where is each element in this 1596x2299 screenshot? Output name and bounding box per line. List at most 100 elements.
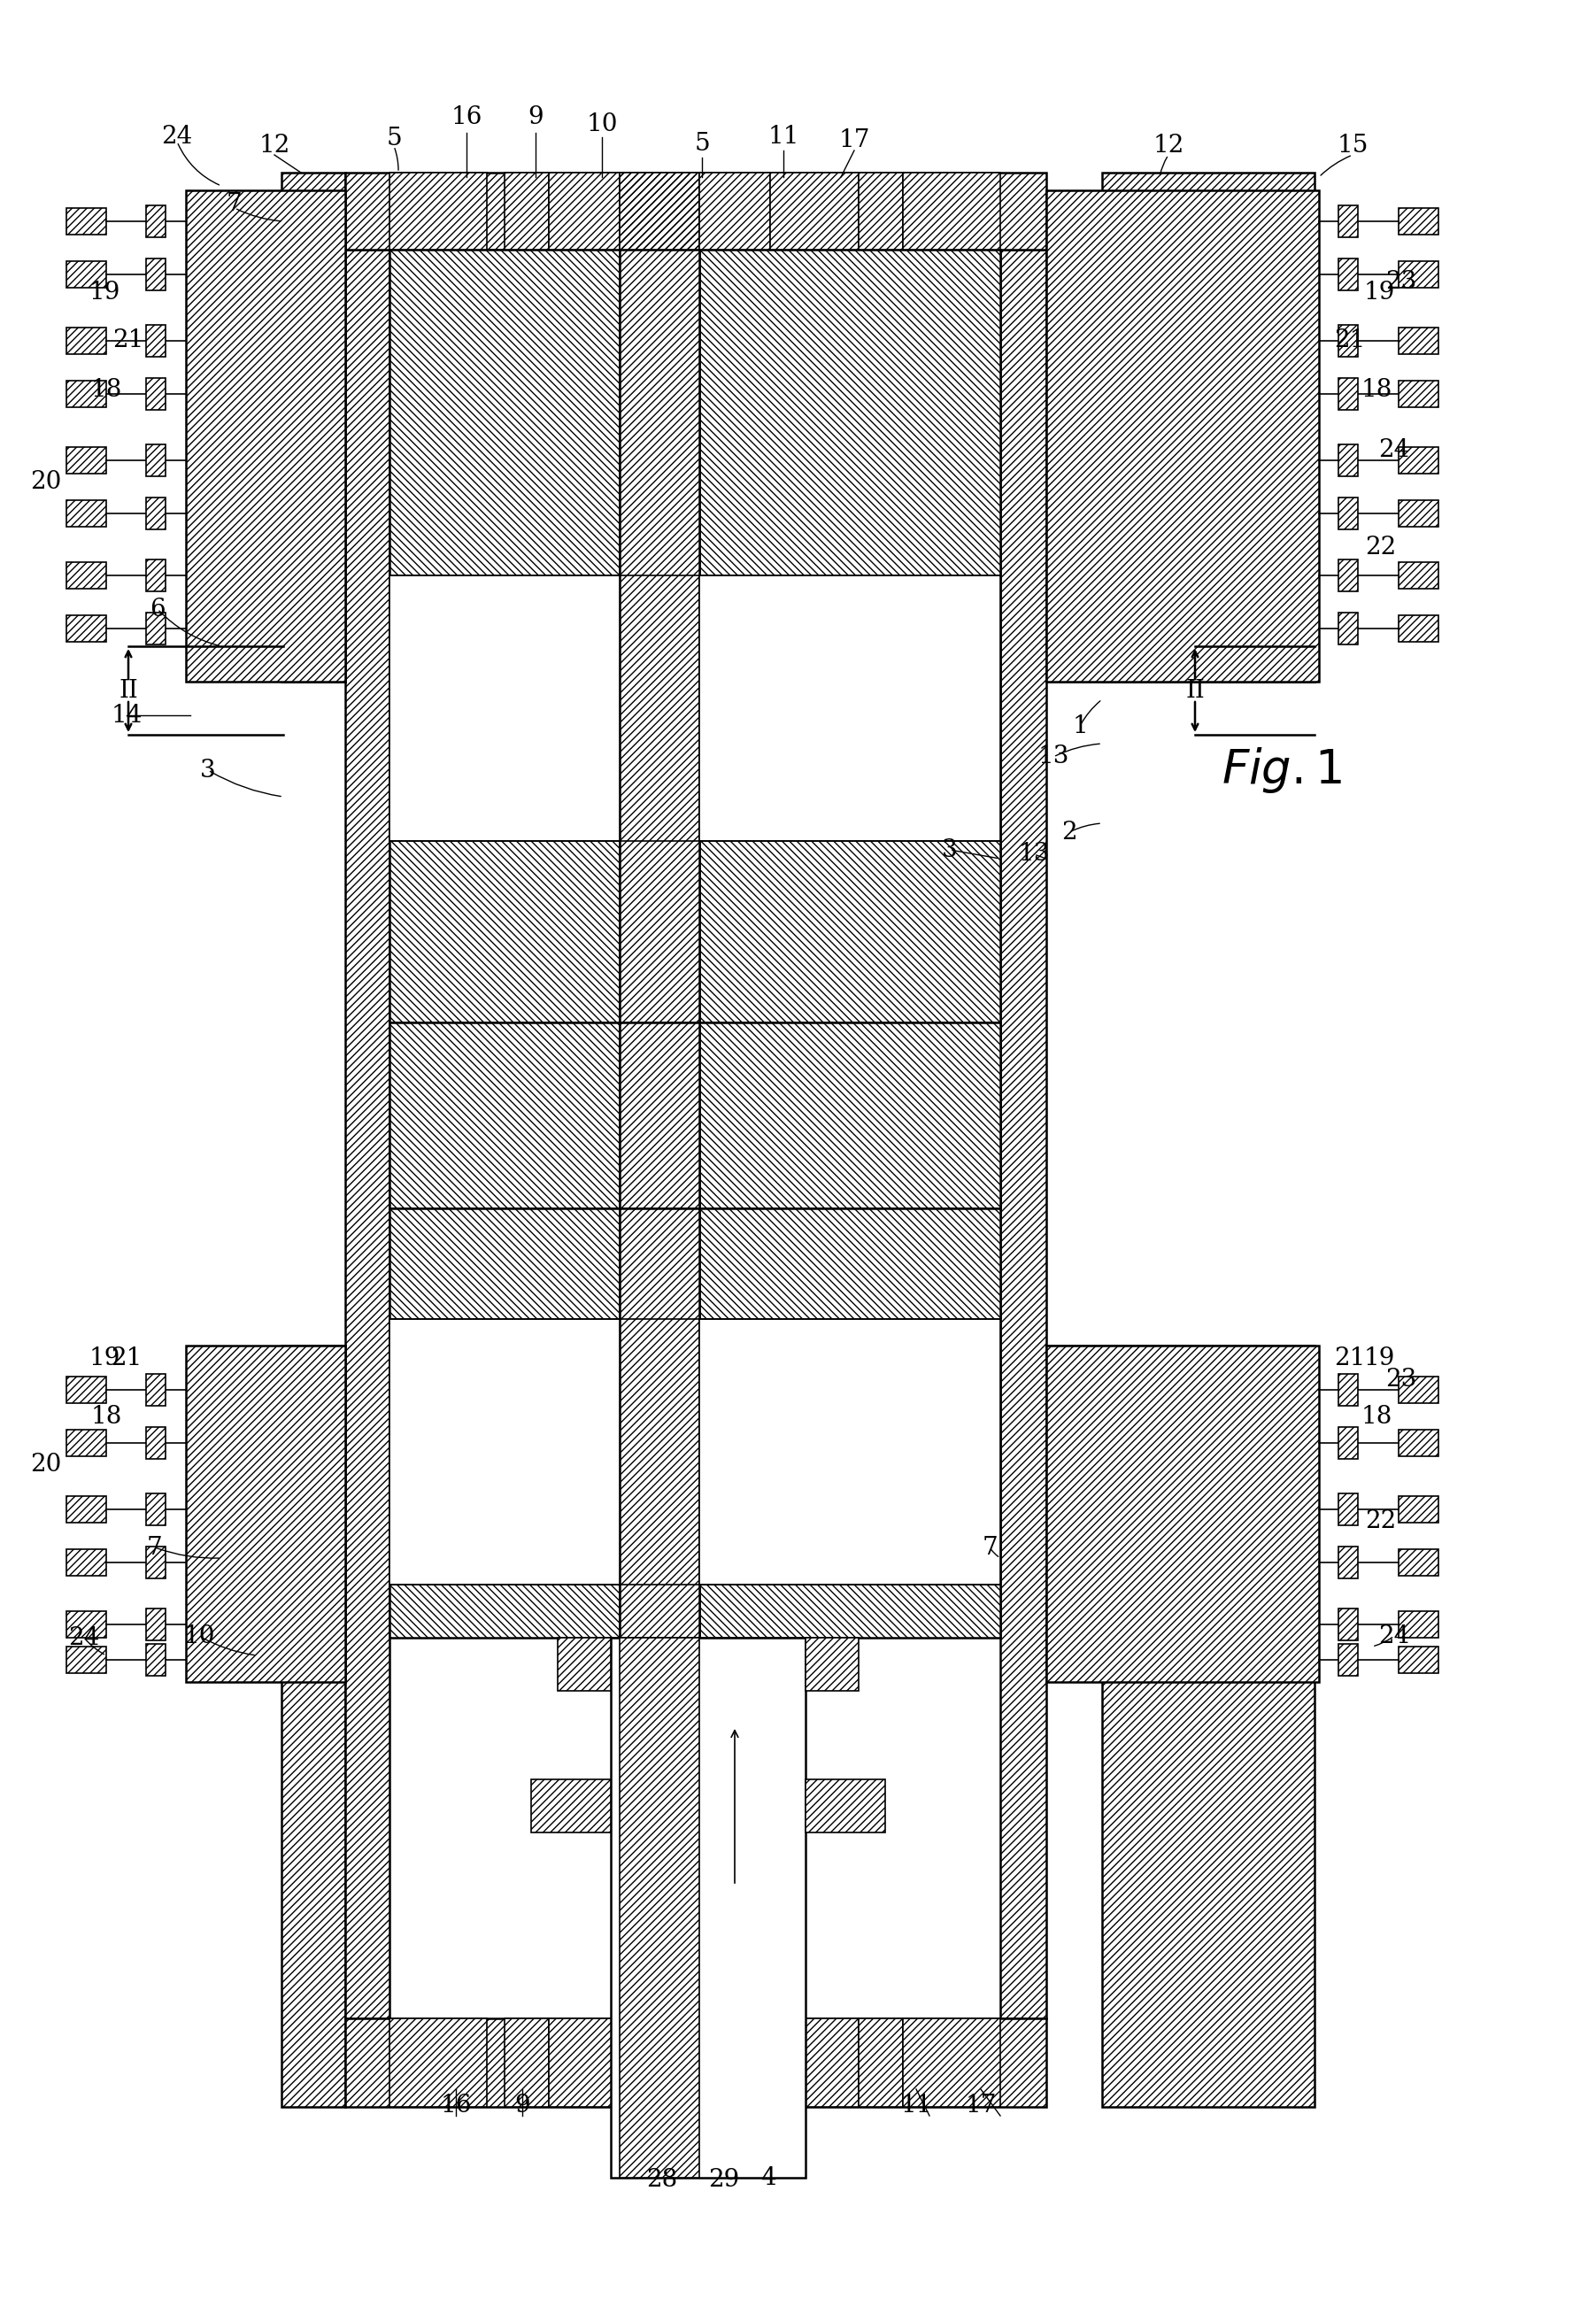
Bar: [1339, 1609, 1358, 1641]
Bar: [147, 257, 166, 290]
Bar: [67, 207, 107, 234]
Bar: [699, 172, 771, 251]
Text: 9: 9: [514, 2092, 530, 2117]
Text: 28: 28: [646, 2168, 678, 2191]
Bar: [67, 616, 107, 641]
Bar: [1103, 1345, 1315, 2106]
Bar: [1339, 1609, 1358, 1641]
Bar: [859, 172, 903, 251]
Text: 6: 6: [150, 598, 166, 621]
Text: 5: 5: [386, 126, 402, 152]
Bar: [549, 172, 619, 251]
Bar: [504, 2019, 549, 2106]
Bar: [389, 2019, 487, 2106]
Bar: [859, 2019, 903, 2106]
Bar: [1001, 251, 1047, 2019]
Text: 18: 18: [91, 377, 121, 402]
Bar: [147, 497, 166, 529]
Text: 22: 22: [1365, 536, 1396, 559]
Bar: [281, 1345, 345, 2106]
Bar: [1103, 1345, 1315, 2106]
Bar: [771, 2019, 859, 2106]
Text: 13: 13: [1037, 745, 1069, 768]
Bar: [1398, 501, 1438, 526]
Bar: [389, 575, 619, 841]
Bar: [619, 251, 699, 1637]
Bar: [67, 1430, 107, 1455]
Bar: [1103, 172, 1315, 681]
Bar: [619, 1637, 699, 2177]
Bar: [67, 1646, 107, 1674]
Text: 14: 14: [112, 703, 142, 726]
Bar: [1047, 1345, 1318, 1683]
Text: 17: 17: [838, 129, 870, 152]
Bar: [389, 251, 619, 1637]
Bar: [147, 559, 166, 591]
Bar: [147, 1375, 166, 1405]
Bar: [1398, 262, 1438, 287]
Bar: [67, 1497, 107, 1522]
Text: 19: 19: [89, 280, 120, 303]
FancyArrowPatch shape: [86, 1639, 104, 1655]
Bar: [699, 2019, 771, 2106]
Bar: [67, 563, 107, 589]
Text: 23: 23: [1385, 269, 1417, 294]
Bar: [619, 2019, 699, 2106]
Bar: [67, 1646, 107, 1674]
Bar: [67, 326, 107, 354]
Text: 17: 17: [966, 2092, 996, 2117]
Bar: [549, 2019, 619, 2106]
Bar: [67, 262, 107, 287]
Bar: [549, 2019, 619, 2106]
FancyArrowPatch shape: [160, 612, 219, 646]
FancyArrowPatch shape: [211, 772, 281, 795]
Bar: [67, 1377, 107, 1402]
Bar: [147, 377, 166, 409]
Bar: [147, 257, 166, 290]
Bar: [185, 1345, 345, 1683]
Text: 4: 4: [761, 2166, 776, 2189]
Bar: [1398, 1612, 1438, 1637]
Bar: [1339, 1428, 1358, 1460]
Bar: [1047, 1345, 1318, 1683]
Text: 22: 22: [1365, 1508, 1396, 1533]
Bar: [1339, 1644, 1358, 1676]
Bar: [1339, 612, 1358, 644]
FancyArrowPatch shape: [1055, 745, 1100, 756]
Bar: [619, 172, 699, 251]
Bar: [903, 2019, 1001, 2106]
Bar: [67, 501, 107, 526]
Bar: [67, 1550, 107, 1575]
Bar: [806, 1779, 886, 1832]
Bar: [699, 251, 1001, 1637]
Bar: [1398, 616, 1438, 641]
Bar: [806, 1637, 859, 1690]
Bar: [1398, 207, 1438, 234]
Text: 20: 20: [30, 471, 62, 494]
Bar: [345, 2019, 1047, 2106]
FancyArrowPatch shape: [201, 1637, 254, 1655]
Bar: [147, 324, 166, 356]
Bar: [903, 172, 1001, 251]
Bar: [389, 251, 619, 1637]
Bar: [67, 1377, 107, 1402]
Text: 19: 19: [1363, 280, 1395, 303]
Bar: [389, 1023, 619, 1209]
Bar: [531, 1779, 611, 1832]
Text: 18: 18: [91, 1405, 121, 1428]
Bar: [147, 444, 166, 476]
Text: 7: 7: [147, 1536, 163, 1559]
Bar: [67, 446, 107, 474]
Bar: [699, 1023, 1001, 1209]
Bar: [1398, 1430, 1438, 1455]
Bar: [67, 382, 107, 407]
Bar: [1398, 382, 1438, 407]
FancyArrowPatch shape: [1080, 701, 1100, 724]
Bar: [619, 1023, 699, 1209]
Bar: [1339, 1375, 1358, 1405]
Bar: [185, 191, 345, 681]
Bar: [806, 1779, 886, 1832]
Bar: [1047, 191, 1318, 681]
FancyArrowPatch shape: [953, 851, 998, 858]
Bar: [185, 1345, 345, 1683]
